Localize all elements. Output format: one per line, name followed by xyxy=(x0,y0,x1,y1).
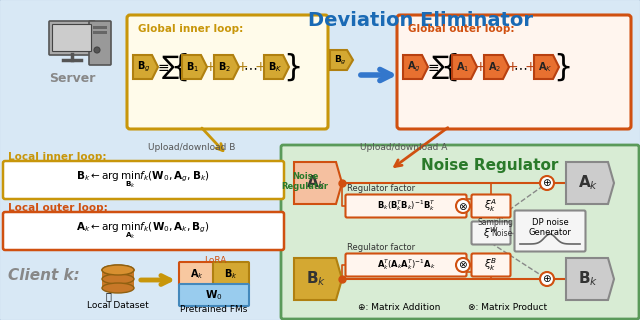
Text: Local Dataset: Local Dataset xyxy=(87,300,149,309)
Text: $\mathbf{B}_K$: $\mathbf{B}_K$ xyxy=(268,60,282,74)
Polygon shape xyxy=(452,55,477,79)
Circle shape xyxy=(456,258,470,272)
Text: Server: Server xyxy=(49,72,95,85)
FancyBboxPatch shape xyxy=(179,284,249,306)
Text: Pretrained FMs: Pretrained FMs xyxy=(180,306,248,315)
Text: $\otimes$: $\otimes$ xyxy=(458,201,468,212)
Text: $\{$: $\{$ xyxy=(440,51,458,83)
Bar xyxy=(102,279,134,288)
FancyBboxPatch shape xyxy=(213,262,249,286)
Circle shape xyxy=(540,176,554,190)
Text: Upload/download A: Upload/download A xyxy=(360,142,447,151)
Ellipse shape xyxy=(102,265,134,275)
Text: $\oplus$: $\oplus$ xyxy=(542,178,552,188)
Text: $\equiv$: $\equiv$ xyxy=(424,60,440,74)
Text: $+$: $+$ xyxy=(204,60,216,74)
Text: Global inner loop:: Global inner loop: xyxy=(138,24,243,34)
FancyBboxPatch shape xyxy=(281,145,639,319)
Text: $\otimes$: $\otimes$ xyxy=(458,260,468,270)
Text: $\mathbf{B}_k(\mathbf{B}_k^T\mathbf{B}_k)^{-1}\mathbf{B}_k^T$: $\mathbf{B}_k(\mathbf{B}_k^T\mathbf{B}_k… xyxy=(377,198,435,213)
Text: $\mathbf{A}_k \leftarrow \arg\min_{\mathbf{A}_k} f_k(\mathbf{W}_0, \mathbf{A}_k,: $\mathbf{A}_k \leftarrow \arg\min_{\math… xyxy=(76,220,210,241)
Bar xyxy=(102,270,134,279)
Text: $\mathbf{A}_g$: $\mathbf{A}_g$ xyxy=(407,60,421,74)
Text: Local outer loop:: Local outer loop: xyxy=(8,203,108,213)
Polygon shape xyxy=(566,258,614,300)
Text: $\oplus$: $\oplus$ xyxy=(542,274,552,284)
FancyBboxPatch shape xyxy=(346,253,467,276)
Polygon shape xyxy=(182,55,207,79)
Text: $\xi^W$: $\xi^W$ xyxy=(483,225,499,241)
Text: $+$: $+$ xyxy=(506,60,518,74)
Text: $\mathbf{A}_k$: $\mathbf{A}_k$ xyxy=(307,174,327,192)
Text: Deviation Eliminator: Deviation Eliminator xyxy=(307,11,532,30)
Circle shape xyxy=(540,272,554,286)
Text: Noise Regulator: Noise Regulator xyxy=(421,158,559,173)
Circle shape xyxy=(94,47,100,53)
FancyBboxPatch shape xyxy=(3,212,284,250)
FancyBboxPatch shape xyxy=(472,253,511,276)
Text: Client k:: Client k: xyxy=(8,268,80,283)
Text: Upload/download B: Upload/download B xyxy=(148,142,236,151)
Text: $\mathbf{B}_g$: $\mathbf{B}_g$ xyxy=(137,60,151,74)
Polygon shape xyxy=(534,55,559,79)
Text: ⊕: Matrix Addition: ⊕: Matrix Addition xyxy=(358,303,440,313)
Text: Local inner loop:: Local inner loop: xyxy=(8,152,106,162)
Text: ⊗: Matrix Product: ⊗: Matrix Product xyxy=(468,303,547,313)
Text: $\sum$: $\sum$ xyxy=(161,53,179,81)
Text: Global outer loop:: Global outer loop: xyxy=(408,24,515,34)
Text: LoRA: LoRA xyxy=(204,256,226,265)
Text: DP noise
Generator: DP noise Generator xyxy=(529,218,572,237)
FancyBboxPatch shape xyxy=(3,161,284,199)
Text: $\mathbf{W}_0$: $\mathbf{W}_0$ xyxy=(205,288,223,302)
Text: $+$: $+$ xyxy=(236,60,248,74)
Text: $\{$: $\{$ xyxy=(170,51,188,83)
Text: $\mathbf{A}_2$: $\mathbf{A}_2$ xyxy=(488,60,502,74)
Polygon shape xyxy=(214,55,239,79)
Text: $\mathbf{A}_k^T(\mathbf{A}_k\mathbf{A}_k^T)^{-1}\mathbf{A}_k$: $\mathbf{A}_k^T(\mathbf{A}_k\mathbf{A}_k… xyxy=(377,258,435,272)
Text: Regulator factor: Regulator factor xyxy=(347,184,415,193)
FancyBboxPatch shape xyxy=(127,15,328,129)
Text: $\mathbf{A}_k$: $\mathbf{A}_k$ xyxy=(579,174,599,192)
Text: $\mathbf{A}_K$: $\mathbf{A}_K$ xyxy=(538,60,552,74)
Text: Noise
Regulator: Noise Regulator xyxy=(282,172,328,191)
Polygon shape xyxy=(566,162,614,204)
Text: $+$: $+$ xyxy=(524,60,536,74)
Text: $\cdots$: $\cdots$ xyxy=(243,60,257,74)
FancyBboxPatch shape xyxy=(472,195,511,218)
Text: $\mathbf{B}_1$: $\mathbf{B}_1$ xyxy=(186,60,200,74)
Text: $\xi_k^B$: $\xi_k^B$ xyxy=(484,257,497,273)
FancyBboxPatch shape xyxy=(179,262,215,286)
Ellipse shape xyxy=(102,274,134,284)
Text: $\mathbf{B}_k$: $\mathbf{B}_k$ xyxy=(307,270,326,288)
FancyBboxPatch shape xyxy=(49,21,95,55)
Text: Regulator factor: Regulator factor xyxy=(347,243,415,252)
Text: Sampling
Noise: Sampling Noise xyxy=(477,218,513,238)
FancyBboxPatch shape xyxy=(52,25,92,52)
Text: $\mathbf{A}_k$: $\mathbf{A}_k$ xyxy=(190,267,204,281)
FancyBboxPatch shape xyxy=(89,21,111,65)
Text: $\mathbf{B}_k$: $\mathbf{B}_k$ xyxy=(579,270,598,288)
Ellipse shape xyxy=(102,283,134,293)
Text: $\sum$: $\sum$ xyxy=(431,53,449,81)
Text: $\equiv$: $\equiv$ xyxy=(155,60,170,74)
Bar xyxy=(93,31,107,34)
Text: $+$: $+$ xyxy=(474,60,486,74)
Bar xyxy=(93,26,107,29)
Text: $+$: $+$ xyxy=(254,60,266,74)
Polygon shape xyxy=(403,55,428,79)
Text: 🔒: 🔒 xyxy=(105,291,111,301)
FancyBboxPatch shape xyxy=(472,221,511,244)
Ellipse shape xyxy=(102,265,134,275)
Polygon shape xyxy=(294,162,342,204)
Text: $\}$: $\}$ xyxy=(553,51,571,83)
Polygon shape xyxy=(133,55,158,79)
Circle shape xyxy=(456,199,470,213)
Text: $\mathbf{B}_g$: $\mathbf{B}_g$ xyxy=(333,53,346,67)
Polygon shape xyxy=(264,55,289,79)
Text: $\xi_k^A$: $\xi_k^A$ xyxy=(484,197,497,214)
FancyBboxPatch shape xyxy=(346,195,467,218)
Polygon shape xyxy=(484,55,509,79)
Text: $\cdots$: $\cdots$ xyxy=(513,60,527,74)
Text: $\mathbf{B}_k$: $\mathbf{B}_k$ xyxy=(224,267,238,281)
